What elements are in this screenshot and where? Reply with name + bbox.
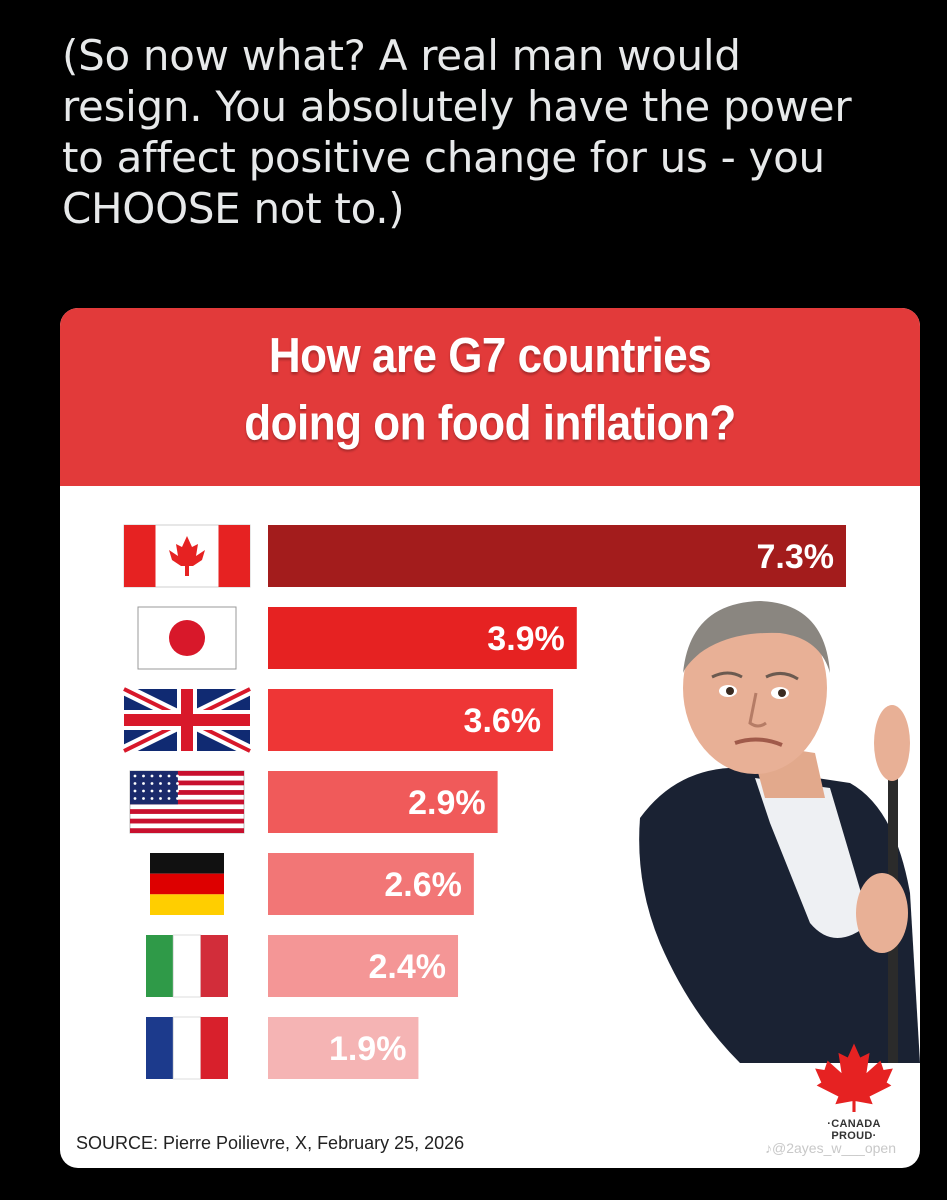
person-hand-top [874,705,910,781]
bar-label-united-states: 2.9% [408,784,486,822]
germany-flag-icon [150,853,224,915]
usa-flag-icon [129,770,245,834]
infographic-card: How are G7 countries doing on food infla… [60,308,920,1168]
bar-label-italy: 2.4% [369,948,447,986]
bar-italy [268,935,459,997]
bar-germany [268,853,474,915]
bar-label-united-kingdom: 3.6% [464,702,542,740]
bar-united-kingdom [268,689,554,751]
chart-header: How are G7 countries doing on food infla… [60,308,920,486]
bar-canada [268,525,846,587]
chart-title: How are G7 countries doing on food infla… [244,328,736,451]
japan-flag-icon [137,606,237,670]
source-note: SOURCE: Pierre Poilievre, X, February 25… [76,1133,465,1153]
watermark: ♪@2ayes_w___open [765,1140,896,1156]
bar-label-japan: 3.9% [487,620,565,658]
bar-label-canada: 7.3% [757,538,835,576]
person-illustration [639,601,920,1063]
bar-japan [268,607,577,669]
bar-label-france: 1.9% [329,1030,407,1068]
bar-label-germany: 2.6% [384,866,462,904]
tweet-text: (So now what? A real man would resign. Y… [62,31,852,233]
person-face [683,602,827,774]
maple-leaf-icon [815,1043,893,1112]
person-hair [683,601,830,673]
brand-text: ·CANADA PROUD· [827,1118,881,1142]
france-flag-icon [146,1016,228,1080]
canada-flag-icon [123,524,251,588]
bar-france [268,1017,419,1079]
uk-flag-icon [121,683,253,757]
person-jacket [639,767,920,1063]
bar-chart: 7.3% 3.9% 3.6% 2.9% 2.6% 2.4% 1.9% [121,524,846,1080]
bar-united-states [268,771,498,833]
person-shirt [755,778,870,938]
italy-flag-icon [146,934,228,998]
person-hand-bottom [856,873,908,953]
canada-proud-logo: ·CANADA PROUD· [806,1042,902,1142]
